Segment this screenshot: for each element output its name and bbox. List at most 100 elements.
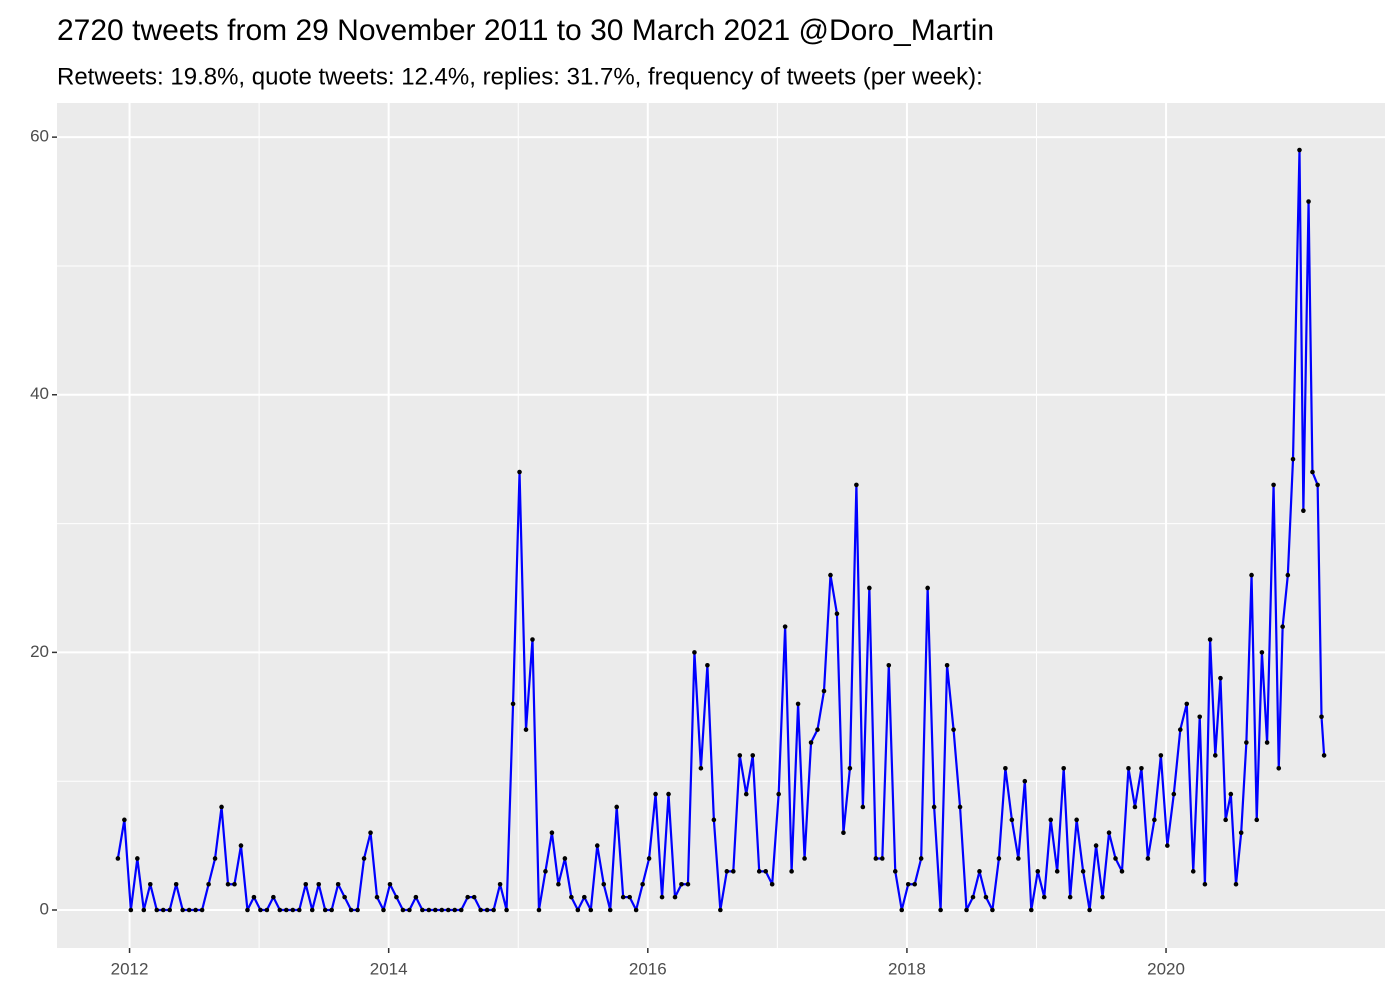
data-point xyxy=(264,907,270,913)
data-point xyxy=(692,650,697,655)
data-point xyxy=(478,907,483,913)
data-point xyxy=(1177,727,1183,732)
data-point xyxy=(1054,869,1060,874)
data-point xyxy=(867,585,872,591)
data-point xyxy=(504,907,509,913)
data-point xyxy=(562,856,568,861)
data-point xyxy=(1197,714,1203,720)
data-point xyxy=(303,881,309,887)
data-point xyxy=(407,907,412,913)
data-point xyxy=(931,804,937,810)
data-point xyxy=(147,881,153,887)
data-point xyxy=(569,894,574,900)
data-point xyxy=(1297,147,1302,153)
data-point xyxy=(880,856,885,861)
panel xyxy=(57,103,1385,948)
data-point xyxy=(588,907,594,913)
data-point xyxy=(776,791,781,797)
data-point xyxy=(724,869,730,874)
data-point xyxy=(1184,701,1190,707)
data-point xyxy=(582,894,587,900)
data-point xyxy=(536,907,542,913)
data-point xyxy=(737,753,743,758)
data-point xyxy=(128,907,134,913)
data-point xyxy=(841,830,846,836)
data-point xyxy=(620,894,626,900)
data-point xyxy=(433,907,438,913)
data-point xyxy=(1202,881,1208,887)
data-point xyxy=(782,624,788,629)
data-point xyxy=(821,688,827,694)
data-point xyxy=(316,881,322,887)
data-point xyxy=(1290,456,1296,462)
data-point xyxy=(575,907,581,913)
data-point xyxy=(944,662,950,668)
data-point xyxy=(769,881,775,887)
data-point xyxy=(374,894,380,900)
data-point xyxy=(232,881,237,887)
data-point xyxy=(199,907,205,913)
data-point xyxy=(743,791,749,797)
data-point xyxy=(1223,817,1228,823)
data-point xyxy=(186,907,192,913)
data-point xyxy=(258,907,263,913)
data-point xyxy=(1061,766,1066,771)
data-point xyxy=(290,907,296,913)
data-point xyxy=(517,469,522,475)
data-point xyxy=(543,869,548,874)
data-point xyxy=(115,856,121,861)
data-point xyxy=(271,894,276,900)
data-point xyxy=(458,907,464,913)
data-point xyxy=(1022,778,1028,784)
data-point xyxy=(1233,881,1239,887)
data-point xyxy=(731,869,736,874)
data-point xyxy=(763,869,768,874)
chart-title: 2720 tweets from 29 November 2011 to 30 … xyxy=(57,14,994,47)
data-point xyxy=(309,907,315,913)
data-point xyxy=(847,766,853,771)
data-point xyxy=(1093,843,1099,848)
data-point xyxy=(828,572,833,578)
y-tick-label: 20 xyxy=(30,642,49,661)
data-point xyxy=(1228,791,1234,797)
data-point xyxy=(1207,637,1213,642)
data-point xyxy=(1321,753,1327,758)
data-point xyxy=(834,611,840,617)
chart-subtitle: Retweets: 19.8%, quote tweets: 12.4%, re… xyxy=(57,63,983,90)
data-point xyxy=(594,843,600,848)
data-point xyxy=(523,727,529,732)
data-point xyxy=(361,856,367,861)
data-point xyxy=(983,894,989,900)
x-tick-label: 2014 xyxy=(370,959,408,978)
data-point xyxy=(1080,869,1086,874)
x-tick-label: 2020 xyxy=(1147,959,1185,978)
data-point xyxy=(646,856,652,861)
data-point xyxy=(135,856,140,861)
data-point xyxy=(1249,572,1254,578)
data-point xyxy=(1315,482,1320,488)
data-point xyxy=(491,907,496,913)
data-point xyxy=(1212,753,1218,758)
data-point xyxy=(465,894,471,900)
data-point xyxy=(873,856,879,861)
data-point xyxy=(1009,817,1015,823)
data-point xyxy=(484,907,490,913)
data-point xyxy=(1016,856,1021,861)
data-point xyxy=(718,907,723,913)
data-point xyxy=(685,881,691,887)
data-point xyxy=(394,894,399,900)
data-point xyxy=(1310,469,1315,475)
data-point xyxy=(452,907,458,913)
data-point xyxy=(1306,199,1311,204)
data-point xyxy=(1041,894,1047,900)
data-point xyxy=(1113,856,1118,861)
data-point xyxy=(1238,830,1244,836)
data-point xyxy=(1119,869,1125,874)
data-point xyxy=(1254,817,1260,823)
data-point xyxy=(277,907,283,913)
data-point xyxy=(154,907,160,913)
data-point xyxy=(918,856,924,861)
data-point xyxy=(335,881,341,887)
data-point xyxy=(802,856,807,861)
x-tick-label: 2018 xyxy=(888,959,926,978)
